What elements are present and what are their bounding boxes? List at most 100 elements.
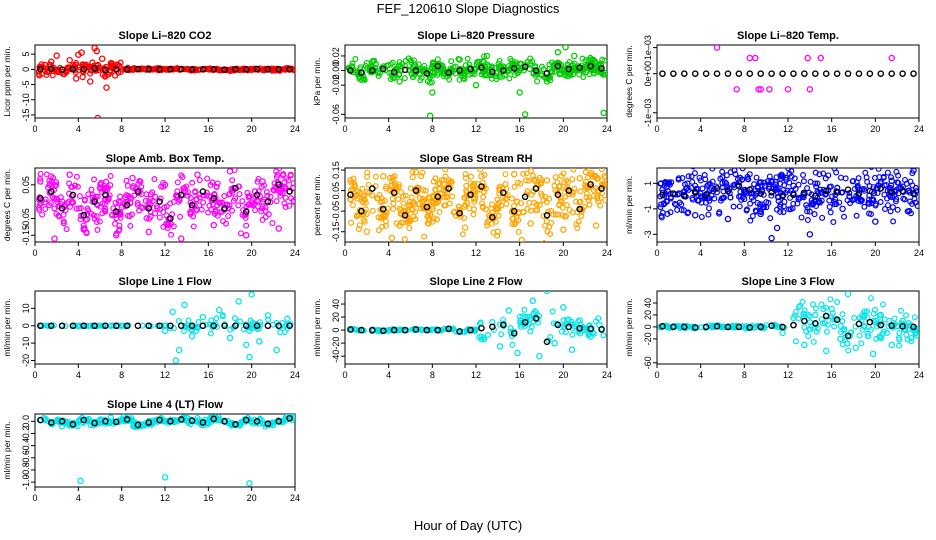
scatter-point (841, 326, 848, 333)
x-tick-label: 8 (742, 248, 747, 258)
y-tick-label: -40 (331, 350, 341, 363)
slope-point (861, 308, 868, 316)
scatter-point (206, 202, 213, 209)
slope-point (80, 225, 88, 232)
y-axis-label: ml/min per min. (2, 298, 12, 356)
scatter-point (905, 319, 912, 326)
slope-point (877, 311, 885, 319)
slope-point (910, 168, 917, 174)
mean-point (489, 323, 496, 331)
y-axis-label: Licor ppm per min. (2, 46, 12, 116)
scatter-point (375, 195, 382, 202)
mean-point (412, 326, 420, 333)
mean-point (80, 66, 88, 73)
scatter-point (419, 169, 426, 176)
slope-point (806, 231, 814, 238)
mean-point (456, 209, 463, 217)
scatter-point (469, 183, 476, 190)
y-tick-label: -0.6 (21, 450, 31, 466)
mean-point (866, 187, 874, 195)
scatter-point (252, 207, 259, 214)
mean-point (177, 322, 185, 330)
scatter-point (142, 197, 149, 204)
mean-point (467, 65, 474, 73)
mean-point (188, 201, 196, 209)
scatter-point (258, 208, 265, 215)
scatter-point (887, 208, 894, 215)
scatter-point (741, 196, 748, 203)
scatter-point (890, 218, 897, 225)
mean-point (390, 326, 398, 334)
plot-area (35, 168, 295, 242)
x-tick-label: 0 (654, 370, 659, 380)
scatter-point (506, 75, 513, 82)
slope-point (396, 78, 403, 85)
scatter-point (386, 327, 393, 334)
scatter-point (282, 194, 289, 201)
scatter-point (560, 317, 567, 324)
y-tick-label: 0 (21, 323, 31, 328)
scatter-point (662, 323, 669, 330)
scatter-point (156, 214, 163, 221)
scatter-point (691, 170, 698, 177)
scatter-point (523, 170, 530, 177)
slope-point (161, 181, 169, 189)
scatter-point (183, 414, 190, 421)
x-tick-label: 20 (558, 248, 568, 258)
mean-point (102, 417, 109, 425)
x-tick-label: 4 (76, 248, 81, 258)
mean-point (199, 66, 207, 73)
slope-point (363, 60, 371, 67)
scatter-point (574, 225, 581, 232)
scatter-point (859, 326, 866, 333)
scatter-point (901, 196, 908, 203)
scatter-point (401, 75, 408, 82)
scatter-point (772, 322, 779, 329)
slope-point (388, 234, 396, 242)
scatter-point (372, 173, 379, 180)
scatter-point (807, 178, 814, 185)
slope-point (576, 175, 583, 182)
slope-point (255, 338, 263, 345)
scatter-point (868, 168, 875, 171)
scatter-point (853, 212, 860, 219)
scatter-point (471, 206, 478, 213)
scatter-point (478, 336, 485, 343)
scatter-point (541, 240, 547, 242)
scatter-point (870, 310, 877, 317)
scatter-point (461, 75, 468, 82)
mean-point (680, 323, 688, 331)
scatter-point (355, 226, 362, 233)
scatter-point (187, 194, 194, 201)
scatter-point (694, 197, 701, 204)
y-tick-label: -3 (643, 230, 653, 238)
scatter-point (91, 176, 98, 183)
scatter-point (814, 325, 821, 332)
scatter-point (459, 231, 466, 238)
mean-point (37, 194, 44, 202)
scatter-point (170, 66, 177, 73)
x-tick-label: 8 (430, 248, 435, 258)
scatter-point (749, 213, 756, 220)
scatter-point (134, 199, 141, 206)
mean-point (532, 67, 540, 74)
scatter-point (739, 168, 746, 172)
scatter-point (382, 218, 389, 225)
scatter-point (124, 182, 131, 189)
scatter-point (827, 183, 834, 190)
slope-point (145, 228, 152, 236)
scatter-point (818, 316, 825, 323)
scatter-point (512, 220, 519, 227)
mean-point (478, 183, 485, 190)
scatter-point (101, 72, 108, 79)
y-tick-label: -60 (643, 356, 653, 369)
scatter-point (117, 214, 124, 221)
scatter-point (521, 306, 528, 313)
scatter-point (761, 324, 768, 331)
scatter-point (286, 202, 293, 209)
scatter-point (229, 177, 236, 184)
mean-point (434, 193, 442, 201)
scatter-point (208, 317, 215, 324)
slope-point (275, 225, 282, 232)
scatter-point (409, 168, 416, 175)
